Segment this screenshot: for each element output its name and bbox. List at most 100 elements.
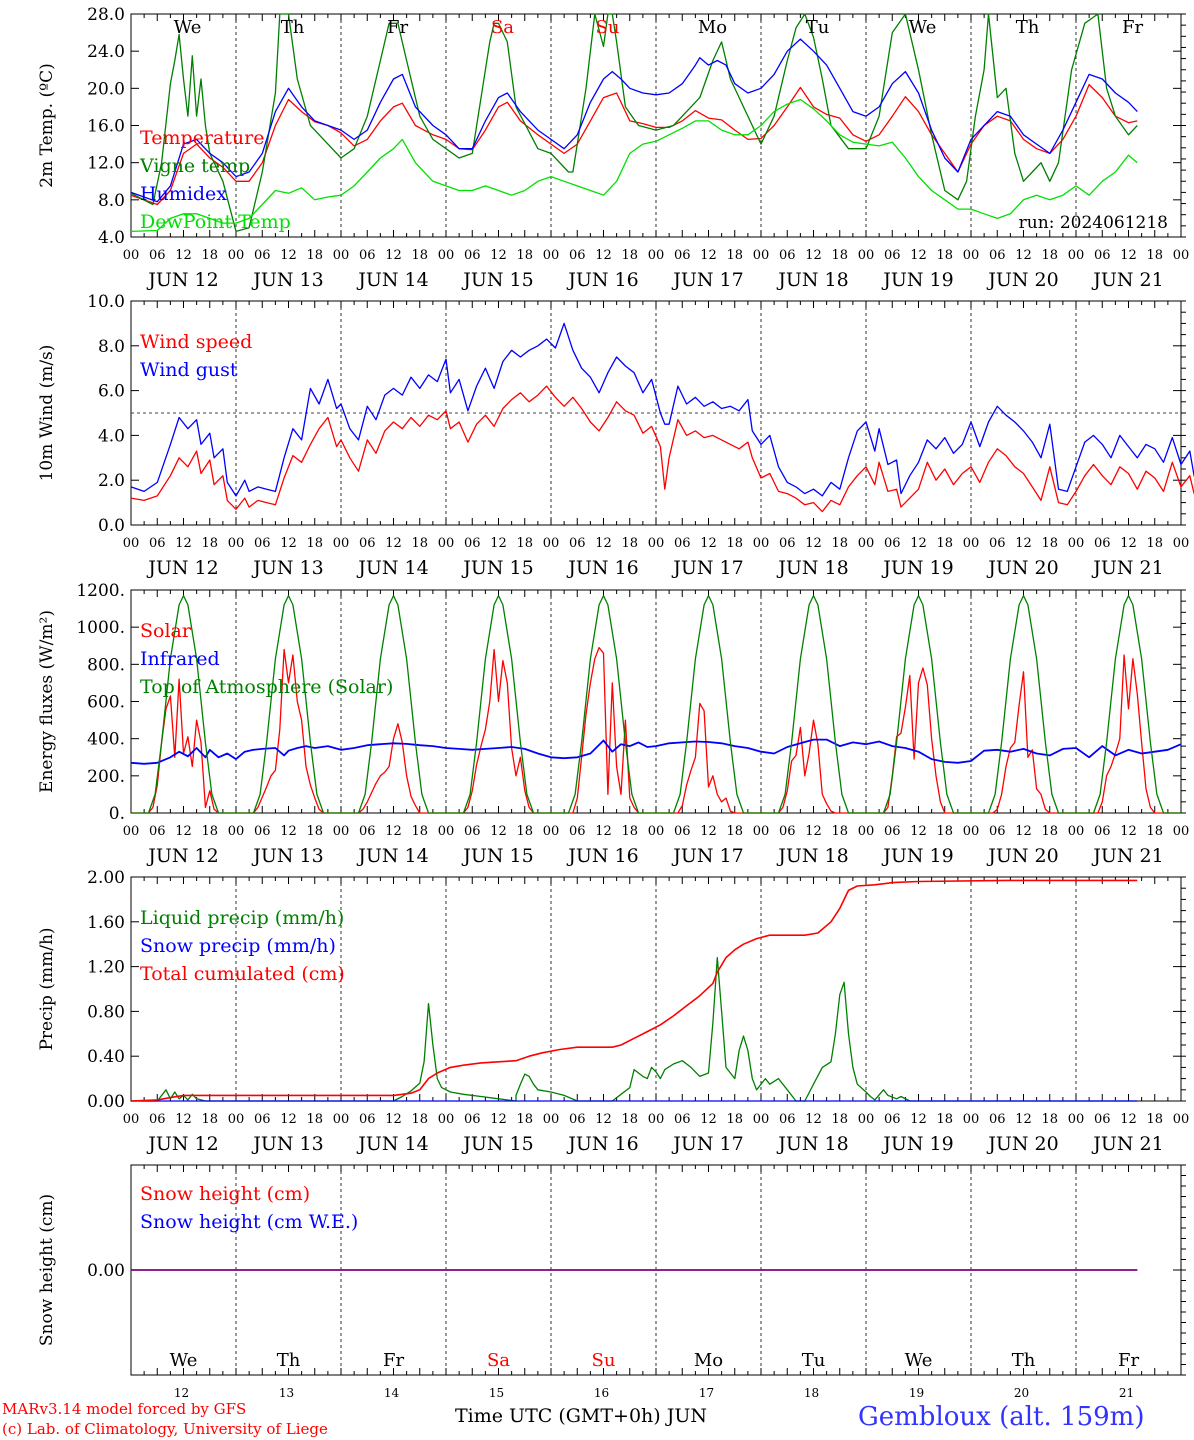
date-label: JUN 13 [251, 269, 323, 291]
hour-tick-label: 00 [858, 248, 875, 263]
hour-tick-label: 18 [201, 248, 218, 263]
panel-2: 0.0 2.0 4.0 6.0 8.0 10.0 10m Wind (m/s) Wind sp… [37, 292, 1194, 579]
day-number-label: 15 [489, 1386, 504, 1400]
hour-tick-label: 12 [490, 824, 507, 839]
date-label: JUN 14 [356, 845, 428, 867]
weekday-label: We [170, 1350, 198, 1371]
lab-credit: (c) Lab. of Climatology, University of L… [2, 1420, 328, 1438]
hour-tick-label: 06 [149, 1112, 166, 1127]
hour-tick-label: 18 [726, 824, 743, 839]
hour-tick-label: 00 [963, 248, 980, 263]
hour-tick-label: 06 [254, 248, 271, 263]
weekday-label: Fr [387, 17, 408, 38]
hour-tick-label: 12 [805, 824, 822, 839]
hour-tick-label: 00 [228, 1112, 245, 1127]
y-axis-label: Precip (mm/h) [37, 927, 57, 1050]
hour-tick-label: 12 [805, 248, 822, 263]
hour-tick-label: 18 [1041, 248, 1058, 263]
hour-tick-label: 00 [438, 824, 455, 839]
date-label: JUN 12 [146, 269, 218, 291]
hour-tick-label: 18 [306, 536, 323, 551]
hour-tick-label: 18 [411, 248, 428, 263]
model-credit: MARv3.14 model forced by GFS [2, 1400, 247, 1418]
hour-tick-label: 12 [805, 536, 822, 551]
day-number-label: 19 [909, 1386, 924, 1400]
hour-tick-label: 00 [1173, 536, 1190, 551]
date-label: JUN 21 [1091, 1133, 1163, 1155]
day-number-label: 20 [1014, 1386, 1029, 1400]
legend-entry: Solar [140, 620, 192, 642]
y-tick-label: 8.0 [98, 337, 125, 357]
hour-tick-label: 00 [438, 248, 455, 263]
hour-tick-label: 06 [359, 824, 376, 839]
hour-tick-label: 00 [858, 1112, 875, 1127]
hour-tick-label: 00 [333, 1112, 350, 1127]
hour-tick-label: 18 [831, 248, 848, 263]
weekday-label: Mo [698, 17, 727, 38]
hour-tick-label: 00 [963, 824, 980, 839]
y-tick-label: 2.00 [87, 868, 125, 888]
hour-tick-label: 00 [1068, 824, 1085, 839]
weekday-label: Tu [802, 1350, 826, 1371]
legend-entry: Snow precip (mm/h) [140, 935, 336, 957]
hour-tick-label: 12 [280, 248, 297, 263]
y-tick-label: 1.60 [87, 913, 125, 933]
hour-tick-label: 06 [989, 1112, 1006, 1127]
legend-entry: Snow height (cm W.E.) [140, 1211, 358, 1233]
weekday-label: We [909, 17, 937, 38]
hour-tick-label: 00 [543, 248, 560, 263]
hour-tick-label: 00 [228, 824, 245, 839]
legend-entry: Humidex [140, 183, 227, 205]
y-axis-label: 10m Wind (m/s) [37, 345, 57, 482]
hour-tick-label: 06 [674, 248, 691, 263]
plot-frame [130, 13, 1182, 238]
y-tick-label: 1200. [76, 581, 125, 601]
y-tick-label: 28.0 [87, 5, 125, 25]
y-tick-label: 1.20 [87, 958, 125, 978]
weekday-label: Sa [487, 1350, 510, 1371]
y-tick-label: 0.80 [87, 1002, 125, 1022]
date-label: JUN 20 [986, 845, 1058, 867]
hour-tick-label: 18 [621, 248, 638, 263]
hour-tick-label: 00 [648, 536, 665, 551]
hour-tick-label: 18 [726, 1112, 743, 1127]
hour-tick-label: 12 [385, 1112, 402, 1127]
hour-tick-label: 18 [1146, 536, 1163, 551]
hour-tick-label: 12 [490, 1112, 507, 1127]
date-label: JUN 20 [986, 557, 1058, 579]
hour-tick-label: 18 [516, 536, 533, 551]
hour-tick-label: 12 [490, 536, 507, 551]
legend-entry: Liquid precip (mm/h) [140, 907, 344, 929]
y-tick-label: 12.0 [87, 154, 125, 174]
hour-tick-label: 18 [936, 248, 953, 263]
date-label: JUN 15 [461, 269, 533, 291]
y-axis-label: Snow height (cm) [37, 1194, 57, 1346]
legend-entry: Vigne temp [139, 155, 250, 177]
hour-tick-label: 00 [1068, 1112, 1085, 1127]
series-line-top-of-atmosphere-solar- [131, 594, 1181, 814]
series-line-wind-gust [130, 322, 1194, 497]
hour-tick-label: 12 [595, 824, 612, 839]
hour-tick-label: 00 [333, 536, 350, 551]
hour-tick-label: 18 [1146, 1112, 1163, 1127]
date-label: JUN 21 [1091, 845, 1163, 867]
hour-tick-label: 06 [464, 1112, 481, 1127]
series-line-total-cumulated-cm- [130, 879, 1138, 1102]
series-line-solar [131, 646, 1181, 814]
y-axis-label: Energy fluxes (W/m²) [37, 610, 57, 793]
date-label: JUN 16 [566, 845, 638, 867]
hour-tick-label: 12 [280, 824, 297, 839]
date-label: JUN 15 [461, 845, 533, 867]
hour-tick-label: 06 [254, 824, 271, 839]
y-tick-label: 4.0 [98, 426, 125, 446]
date-label: JUN 19 [881, 557, 953, 579]
weekday-label: Th [277, 1350, 301, 1371]
y-axis-label: 2m Temp. (ºC) [37, 63, 57, 188]
hour-tick-label: 06 [1094, 248, 1111, 263]
hour-tick-label: 00 [963, 1112, 980, 1127]
y-tick-label: 4.0 [98, 228, 125, 248]
hour-tick-label: 12 [910, 824, 927, 839]
hour-tick-label: 06 [359, 248, 376, 263]
date-label: JUN 17 [671, 557, 743, 579]
